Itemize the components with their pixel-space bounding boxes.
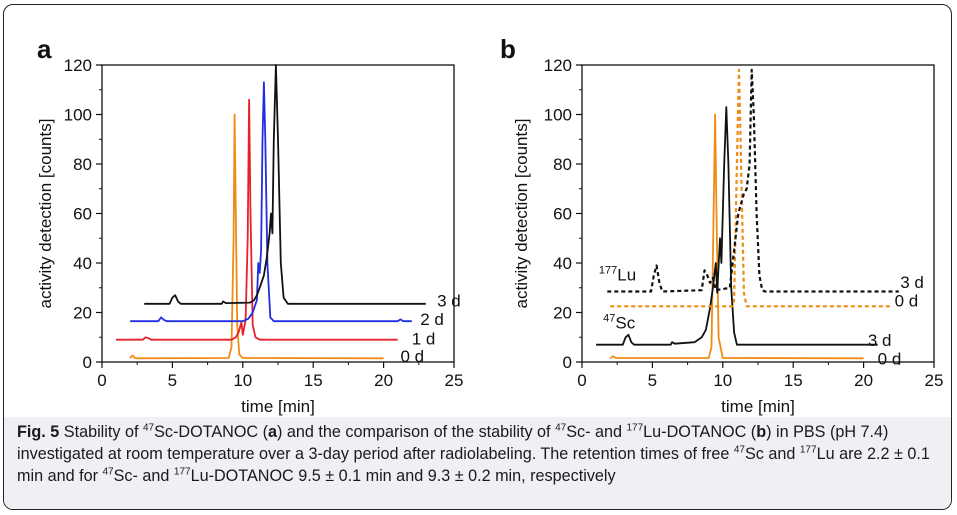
caption-part: Stability of bbox=[59, 423, 143, 441]
caption-part: 47 bbox=[142, 422, 155, 434]
y-tick-label: 120 bbox=[64, 56, 92, 75]
y-tick-label: 40 bbox=[553, 254, 572, 273]
curve-label: 0 d bbox=[400, 347, 424, 366]
x-tick-label: 0 bbox=[577, 371, 586, 390]
y-tick-label: 60 bbox=[553, 205, 572, 224]
x-tick-label: 25 bbox=[925, 371, 944, 390]
y-tick-label: 60 bbox=[73, 205, 92, 224]
caption-part: Sc-DOTANOC ( bbox=[154, 423, 268, 441]
caption-part: 47 bbox=[733, 444, 745, 456]
x-tick-label: 5 bbox=[648, 371, 657, 390]
y-tick-label: 20 bbox=[73, 304, 92, 323]
isotope-mass: 177 bbox=[599, 264, 617, 276]
caption-figure-label: Fig. 5 bbox=[17, 423, 60, 441]
caption-part: 47 bbox=[102, 466, 114, 478]
caption-part: a bbox=[268, 423, 278, 441]
curve-label: 0 d bbox=[878, 349, 902, 368]
caption-part: 177 bbox=[799, 444, 817, 456]
caption-part: ) in PBS (pH 7.4) investigated at room t… bbox=[17, 423, 889, 463]
curve-label: 2 d bbox=[420, 310, 444, 329]
y-axis-label: activity detection [counts] bbox=[512, 119, 531, 309]
panel-label: a bbox=[37, 34, 52, 64]
x-tick-label: 20 bbox=[374, 371, 393, 390]
y-axis-label: activity detection [counts] bbox=[36, 119, 55, 309]
series-line-2 bbox=[610, 68, 892, 308]
y-tick-label: 0 bbox=[83, 353, 92, 372]
y-tick-label: 100 bbox=[544, 106, 572, 125]
curve-label: 3 d bbox=[868, 331, 892, 350]
panel-label: b bbox=[500, 34, 516, 64]
x-tick-label: 15 bbox=[304, 371, 323, 390]
caption-part: 177 bbox=[626, 422, 644, 434]
y-tick-label: 80 bbox=[553, 155, 572, 174]
caption-part: Lu-DOTANOC ( bbox=[643, 423, 757, 441]
y-tick-label: 80 bbox=[73, 155, 92, 174]
y-tick-label: 120 bbox=[544, 56, 572, 75]
y-tick-label: 40 bbox=[73, 254, 92, 273]
caption-part: b bbox=[756, 423, 767, 441]
curve-label: 1 d bbox=[412, 330, 436, 349]
caption-part: Sc- and bbox=[113, 467, 174, 485]
caption-part: 47 bbox=[555, 422, 567, 434]
isotope-label: 47Sc bbox=[603, 313, 636, 333]
x-axis-label: time [min] bbox=[241, 397, 315, 416]
x-tick-label: 10 bbox=[233, 371, 252, 390]
series-line-0 bbox=[609, 113, 864, 360]
chart-panel-b: b 0 5 10 15 20 25 0 20 40 60 80 100 120 time [min] acti… bbox=[500, 34, 943, 416]
series-line-0 bbox=[129, 113, 384, 360]
series-line-3 bbox=[144, 64, 426, 305]
chart-panel-a: a 0 5 10 15 20 25 0 20 40 60 80 100 120 time [min] acti… bbox=[36, 34, 463, 416]
series-line-1 bbox=[116, 98, 398, 341]
figure-caption: Fig. 5 Stability of 47Sc-DOTANOC (a) and… bbox=[17, 421, 937, 487]
y-tick-label: 0 bbox=[563, 353, 572, 372]
figure-frame: a 0 5 10 15 20 25 0 20 40 60 80 100 120 time [min] acti… bbox=[3, 4, 952, 510]
caption-part: 177 bbox=[173, 466, 191, 478]
isotope-element: Sc bbox=[615, 314, 635, 333]
x-tick-label: 10 bbox=[713, 371, 732, 390]
x-tick-label: 20 bbox=[854, 371, 873, 390]
series-line-2 bbox=[130, 81, 412, 323]
caption-background bbox=[4, 417, 951, 509]
series-line-3 bbox=[607, 68, 899, 293]
isotope-label: 177Lu bbox=[599, 264, 636, 284]
caption-part: ) and the comparison of the stability of bbox=[277, 423, 556, 441]
series-line-1 bbox=[596, 106, 878, 346]
x-tick-label: 5 bbox=[168, 371, 177, 390]
curve-label: 3 d bbox=[900, 273, 924, 292]
caption-part: Lu-DOTANOC 9.5 ± 0.1 min and 9.3 ± 0.2 m… bbox=[190, 467, 616, 485]
y-tick-label: 20 bbox=[553, 304, 572, 323]
caption-text: Stability of 47Sc-DOTANOC (a) and the co… bbox=[17, 423, 930, 485]
y-tick-label: 100 bbox=[64, 106, 92, 125]
caption-part: Sc and bbox=[744, 445, 800, 463]
isotope-mass: 47 bbox=[603, 313, 615, 325]
x-tick-label: 25 bbox=[445, 371, 464, 390]
caption-part: Lu are 2.2 ± 0.1 min and for bbox=[17, 445, 930, 485]
curve-label: 3 d bbox=[437, 291, 461, 310]
x-tick-label: 0 bbox=[97, 371, 106, 390]
caption-part: Sc- and bbox=[566, 423, 627, 441]
curve-label: 0 d bbox=[895, 291, 919, 310]
x-tick-label: 15 bbox=[784, 371, 803, 390]
isotope-element: Lu bbox=[617, 265, 636, 284]
x-axis-label: time [min] bbox=[721, 397, 795, 416]
